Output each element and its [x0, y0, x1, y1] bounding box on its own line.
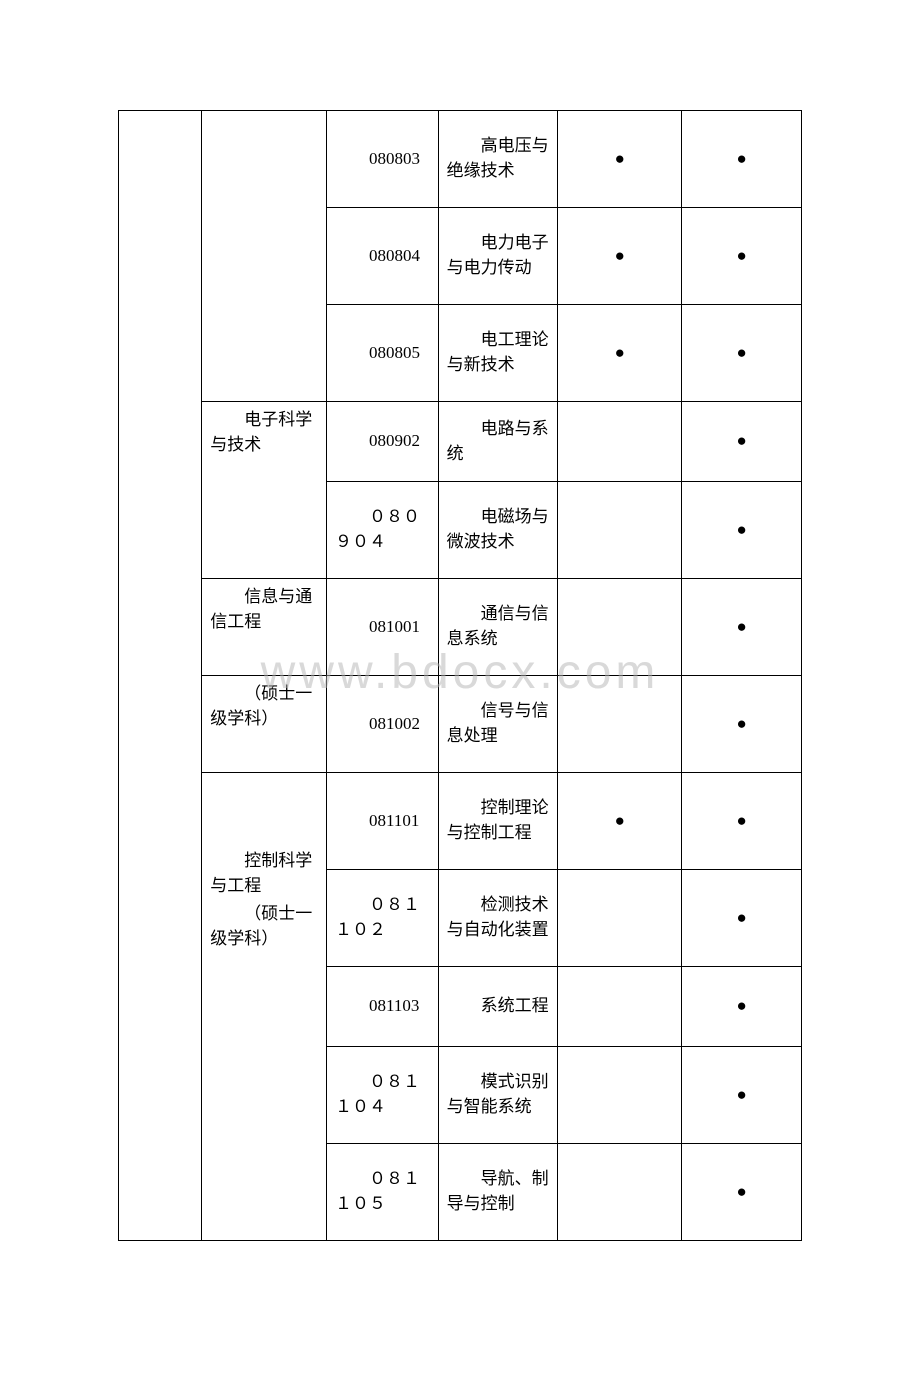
empty-category-cell: [119, 111, 202, 1241]
name-text: 电工理论与新技术: [447, 328, 552, 377]
code-cell: 081002: [327, 676, 439, 773]
category-cell: （硕士一级学科）: [202, 676, 327, 773]
name-text: 系统工程: [447, 994, 552, 1019]
category-subtext: （硕士一级学科）: [210, 902, 320, 951]
dot-cell: ●: [682, 870, 802, 967]
dot-cell: ●: [682, 676, 802, 773]
dot-cell: ●: [558, 305, 682, 402]
empty-subcategory-cell: [202, 111, 327, 402]
name-cell: 通信与信息系统: [438, 579, 558, 676]
dot-cell: ●: [558, 111, 682, 208]
name-cell: 模式识别与智能系统: [438, 1047, 558, 1144]
name-cell: 信号与信息处理: [438, 676, 558, 773]
code-text: 080805: [335, 341, 432, 366]
code-text: ０８０９０４: [335, 505, 432, 554]
name-cell: 高电压与绝缘技术: [438, 111, 558, 208]
discipline-table: 080803 高电压与绝缘技术 ● ● 080804 电力电子与电力传动 ● ●…: [118, 110, 802, 1241]
code-cell: ０８１１０４: [327, 1047, 439, 1144]
table-row: （硕士一级学科） 081002 信号与信息处理 ●: [119, 676, 802, 773]
code-text: 080803: [335, 147, 432, 172]
code-cell: 081001: [327, 579, 439, 676]
code-text: 081101: [335, 809, 432, 834]
category-text: （硕士一级学科）: [210, 682, 320, 731]
dot-cell: ●: [682, 1144, 802, 1241]
dot-cell: ●: [682, 111, 802, 208]
name-text: 控制理论与控制工程: [447, 796, 552, 845]
name-text: 模式识别与智能系统: [447, 1070, 552, 1119]
code-text: ０８１１０５: [335, 1167, 432, 1216]
name-text: 检测技术与自动化装置: [447, 893, 552, 942]
category-cell: 控制科学与工程 （硕士一级学科）: [202, 773, 327, 1241]
dot-cell: ●: [682, 305, 802, 402]
table-row: 电子科学与技术 080902 电路与系统 ●: [119, 402, 802, 482]
dot-cell: ●: [682, 967, 802, 1047]
table-row: 080803 高电压与绝缘技术 ● ●: [119, 111, 802, 208]
code-text: 081002: [335, 712, 432, 737]
name-text: 导航、制导与控制: [447, 1167, 552, 1216]
dot-cell: [558, 402, 682, 482]
dot-cell: [558, 967, 682, 1047]
page-container: 080803 高电压与绝缘技术 ● ● 080804 电力电子与电力传动 ● ●…: [0, 0, 920, 1381]
name-cell: 控制理论与控制工程: [438, 773, 558, 870]
code-text: 080804: [335, 244, 432, 269]
name-text: 通信与信息系统: [447, 602, 552, 651]
dot-cell: ●: [682, 208, 802, 305]
dot-cell: [558, 676, 682, 773]
name-cell: 电工理论与新技术: [438, 305, 558, 402]
code-cell: 080803: [327, 111, 439, 208]
table-row: 控制科学与工程 （硕士一级学科） 081101 控制理论与控制工程 ● ●: [119, 773, 802, 870]
name-text: 信号与信息处理: [447, 699, 552, 748]
dot-cell: ●: [682, 579, 802, 676]
category-text: 电子科学与技术: [210, 408, 320, 457]
name-cell: 系统工程: [438, 967, 558, 1047]
code-cell: 080805: [327, 305, 439, 402]
dot-cell: [558, 1047, 682, 1144]
name-text: 电路与系统: [447, 417, 552, 466]
dot-cell: ●: [682, 773, 802, 870]
code-text: 081103: [335, 994, 432, 1019]
dot-cell: ●: [682, 1047, 802, 1144]
code-cell: 080902: [327, 402, 439, 482]
dot-cell: [558, 870, 682, 967]
category-cell: 信息与通信工程: [202, 579, 327, 676]
code-cell: 081103: [327, 967, 439, 1047]
code-cell: ０８１１０２: [327, 870, 439, 967]
code-text: 081001: [335, 615, 432, 640]
dot-cell: ●: [682, 402, 802, 482]
code-cell: ０８０９０４: [327, 482, 439, 579]
name-cell: 电路与系统: [438, 402, 558, 482]
dot-cell: ●: [558, 208, 682, 305]
table-row: 信息与通信工程 081001 通信与信息系统 ●: [119, 579, 802, 676]
code-text: ０８１１０４: [335, 1070, 432, 1119]
dot-cell: [558, 1144, 682, 1241]
code-cell: 080804: [327, 208, 439, 305]
dot-cell: [558, 579, 682, 676]
name-text: 电磁场与微波技术: [447, 505, 552, 554]
code-text: ０８１１０２: [335, 893, 432, 942]
dot-cell: ●: [682, 482, 802, 579]
name-text: 电力电子与电力传动: [447, 231, 552, 280]
code-cell: 081101: [327, 773, 439, 870]
category-text: 信息与通信工程: [210, 585, 320, 634]
name-cell: 导航、制导与控制: [438, 1144, 558, 1241]
dot-cell: ●: [558, 773, 682, 870]
name-text: 高电压与绝缘技术: [447, 134, 552, 183]
name-cell: 电力电子与电力传动: [438, 208, 558, 305]
name-cell: 检测技术与自动化装置: [438, 870, 558, 967]
category-text: 控制科学与工程: [210, 849, 320, 898]
category-cell: 电子科学与技术: [202, 402, 327, 579]
name-cell: 电磁场与微波技术: [438, 482, 558, 579]
code-cell: ０８１１０５: [327, 1144, 439, 1241]
code-text: 080902: [335, 429, 432, 454]
dot-cell: [558, 482, 682, 579]
